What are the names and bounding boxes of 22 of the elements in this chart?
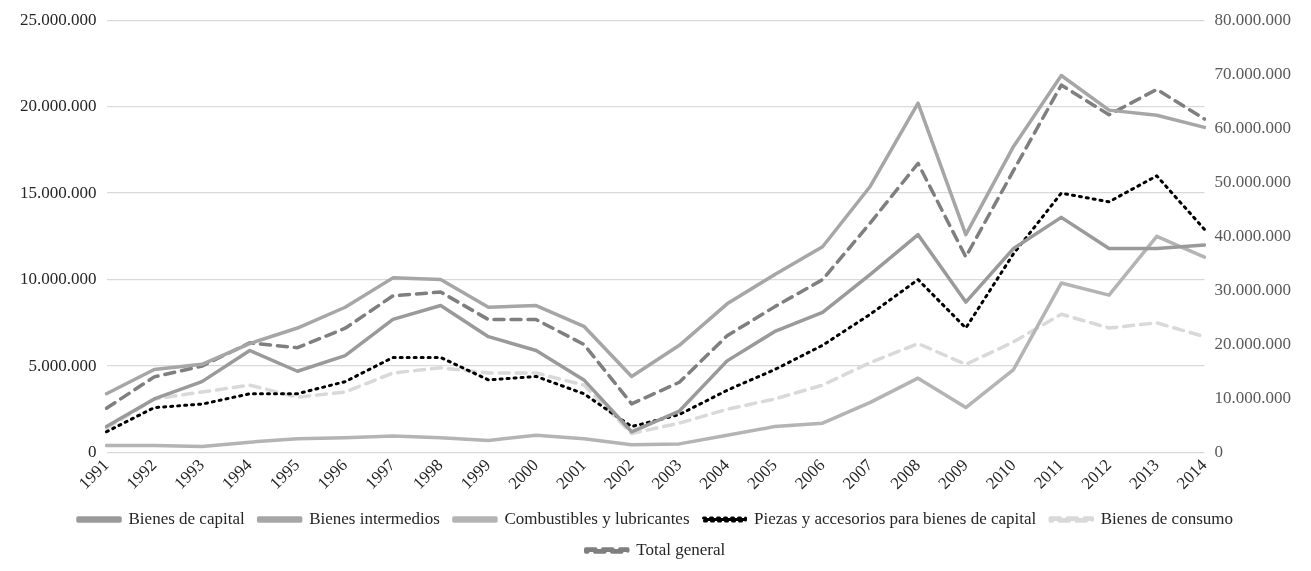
legend-label: Piezas y accesorios para bienes de capital [754,508,1037,528]
line-series [105,174,1206,434]
y2-tick-label: 80.000.000 [1214,9,1291,29]
y-tick-label: 10.000.000 [20,269,97,289]
y2-tick-label: 10.000.000 [1214,387,1291,407]
legend-label: Bienes de capital [128,508,245,528]
y-tick-label: 15.000.000 [20,182,97,202]
legend-label: Bienes intermedios [309,508,440,528]
y2-tick-label: 70.000.000 [1214,63,1291,83]
y-tick-label: 0 [88,442,97,461]
legend-label: Bienes de consumo [1100,508,1233,528]
y2-tick-label: 0 [1214,442,1223,461]
y2-tick-label: 40.000.000 [1214,225,1291,245]
y2-tick-label: 30.000.000 [1214,279,1291,299]
y-tick-label: 25.000.000 [20,9,97,29]
y-tick-label: 20.000.000 [20,96,97,116]
legend-label: Combustibles y lubricantes [504,508,690,528]
y-tick-label: 5.000.000 [28,355,97,375]
y2-tick-label: 50.000.000 [1214,171,1291,191]
y2-tick-label: 20.000.000 [1214,333,1291,353]
legend-label: Total general [636,539,726,559]
y2-tick-label: 60.000.000 [1214,117,1291,137]
